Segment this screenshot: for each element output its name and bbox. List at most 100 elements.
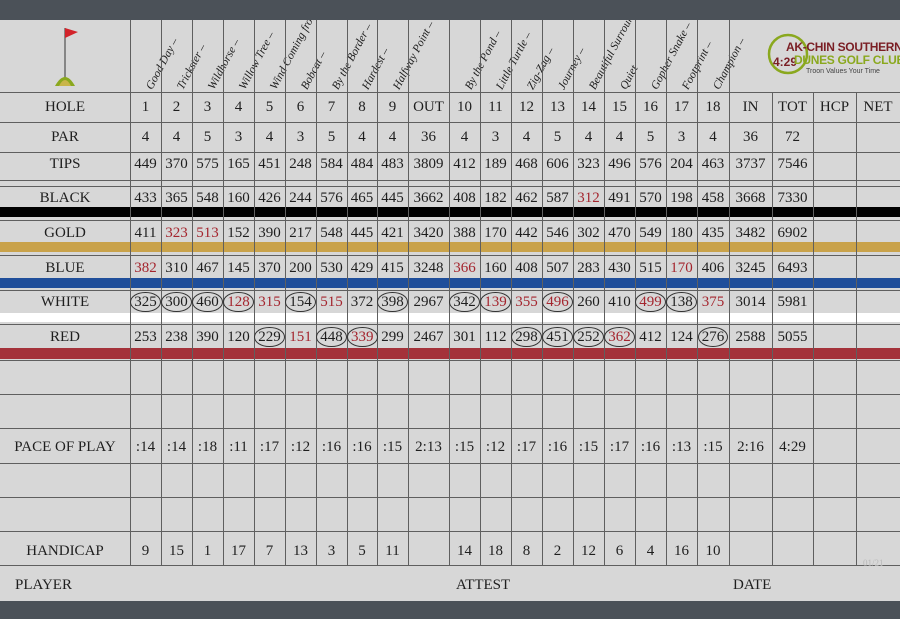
score-cell: 433: [134, 190, 157, 206]
grid-hline: [0, 122, 900, 123]
score-cell: 299: [381, 329, 404, 345]
score-cell: 5: [553, 129, 562, 145]
score-cell: 182: [484, 190, 507, 206]
header-cell: 2: [172, 99, 181, 115]
row-label-pace-of-play: PACE OF PLAY: [14, 439, 116, 455]
score-cell: 3809: [413, 156, 444, 172]
score-cell: 445: [350, 225, 374, 241]
score-cell: :12: [485, 439, 506, 455]
header-cell: HCP: [819, 99, 850, 115]
score-cell: 5: [646, 129, 655, 145]
score-cell: 298: [511, 326, 542, 348]
score-cell: 410: [608, 294, 631, 310]
header-cell: 9: [388, 99, 397, 115]
score-cell: 198: [670, 190, 693, 206]
score-cell: 390: [258, 225, 281, 241]
grid-hline: [0, 152, 900, 153]
score-cell: 390: [196, 329, 219, 345]
score-cell: 128: [223, 291, 254, 313]
score-cell: 406: [701, 260, 725, 276]
score-cell: 160: [227, 190, 250, 206]
score-cell: 513: [196, 225, 219, 241]
score-cell: :17: [516, 439, 537, 455]
header-cell: 5: [265, 99, 274, 115]
score-cell: 248: [289, 156, 312, 172]
score-cell: 301: [453, 329, 476, 345]
score-cell: 449: [134, 156, 157, 172]
grid-vline: [223, 20, 224, 565]
score-cell: 2967: [413, 294, 444, 310]
score-cell: :17: [609, 439, 630, 455]
score-cell: 491: [608, 190, 631, 206]
header-cell: 4: [234, 99, 243, 115]
score-cell: 4: [615, 129, 624, 145]
header-cell: NET: [863, 99, 893, 115]
score-cell: :16: [321, 439, 342, 455]
header-cell: 18: [705, 99, 721, 115]
score-cell: :15: [703, 439, 723, 455]
score-cell: 515: [320, 294, 343, 310]
logo-time: 4:29: [773, 55, 798, 69]
row-label-hole: HOLE: [45, 99, 85, 115]
club-logo: 4:29 AK-CHIN SOUTHERN DUNES GOLF CLUB Tr…: [766, 32, 900, 84]
score-cell: 4: [141, 129, 150, 145]
row-label-red: RED: [50, 329, 80, 345]
score-cell: 14: [457, 543, 472, 559]
score-cell: :16: [547, 439, 568, 455]
grid-hline: [0, 290, 900, 291]
score-cell: 3482: [735, 225, 766, 241]
score-cell: 483: [381, 156, 404, 172]
grid-vline: [666, 20, 667, 565]
score-cell: 13: [293, 543, 308, 559]
score-cell: 6902: [777, 225, 808, 241]
score-cell: 204: [670, 156, 693, 172]
score-cell: 238: [165, 329, 188, 345]
score-cell: 587: [546, 190, 569, 206]
score-cell: 18: [488, 543, 503, 559]
score-cell: 3: [677, 129, 686, 145]
grid-vline: [813, 92, 814, 565]
scorecard: 4:29 AK-CHIN SOUTHERN DUNES GOLF CLUB Tr…: [0, 20, 900, 601]
score-cell: 4: [460, 129, 469, 145]
row-label-tips: TIPS: [49, 156, 81, 172]
score-cell: 3668: [735, 190, 766, 206]
score-cell: 366: [453, 260, 476, 276]
score-cell: 5981: [777, 294, 808, 310]
hole-name: Hardest –: [360, 46, 392, 92]
score-cell: 3662: [413, 190, 444, 206]
logo-tagline: Troon Values Your Time: [806, 68, 880, 75]
grid-vline: [316, 20, 317, 565]
score-cell: 463: [701, 156, 725, 172]
hole-name: Journey –: [555, 45, 588, 92]
score-cell: 465: [350, 190, 374, 206]
score-cell: 470: [608, 225, 631, 241]
card-code: 01/21: [863, 558, 884, 568]
score-cell: 3737: [735, 156, 766, 172]
score-cell: 7546: [777, 156, 808, 172]
score-cell: 276: [697, 326, 729, 348]
score-cell: 2:13: [415, 439, 442, 455]
header-cell: 13: [550, 99, 565, 115]
score-cell: 170: [670, 260, 693, 276]
score-cell: 546: [546, 225, 569, 241]
header-cell: 11: [488, 99, 503, 115]
row-label-blue: BLUE: [45, 260, 85, 276]
score-cell: 507: [546, 260, 569, 276]
score-cell: 2:16: [737, 439, 764, 455]
grid-hline: [0, 394, 900, 395]
score-cell: 467: [196, 260, 219, 276]
score-cell: 139: [480, 291, 511, 313]
score-cell: 549: [639, 225, 662, 241]
score-cell: 451: [542, 326, 573, 348]
hole-name: Bobcat –: [298, 49, 329, 92]
score-cell: 530: [320, 260, 343, 276]
header-cell: 1: [141, 99, 150, 115]
grid-vline: [604, 20, 605, 565]
tee-band-red: [0, 348, 900, 359]
score-cell: 4: [172, 129, 181, 145]
score-cell: :11: [229, 439, 248, 455]
score-cell: 548: [320, 225, 343, 241]
score-cell: 576: [320, 190, 343, 206]
hole-name: Quiet: [617, 63, 641, 92]
score-cell: 16: [674, 543, 689, 559]
